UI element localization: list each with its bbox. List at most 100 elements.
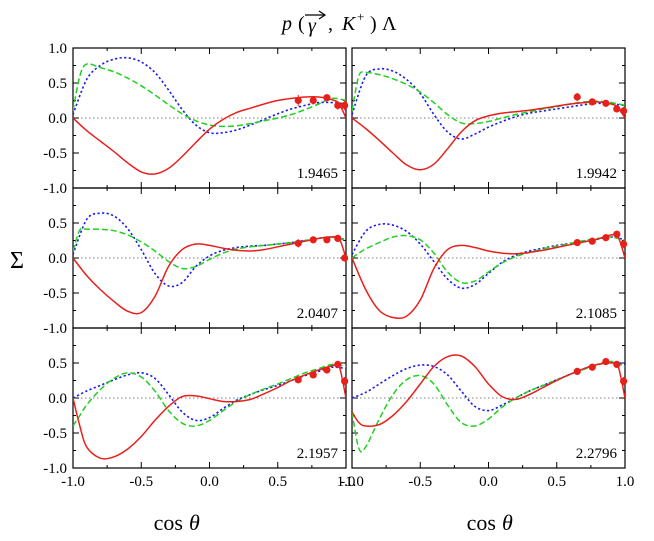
energy-label: 2.0407: [297, 306, 339, 322]
data-point: [613, 360, 621, 368]
x-tick-label: 0.5: [547, 474, 566, 490]
x-axis-label-cos: cos: [467, 510, 496, 535]
data-point: [334, 101, 342, 109]
y-tick-label: 0.5: [48, 356, 67, 372]
energy-label: 2.1957: [297, 446, 339, 462]
data-point: [341, 377, 349, 385]
x-tick-label: 0.0: [479, 474, 498, 490]
data-point: [341, 254, 349, 262]
y-tick-label: 0.5: [48, 76, 67, 92]
data-point: [588, 98, 596, 106]
energy-label: 2.2796: [576, 446, 618, 462]
panel-2.1957: 0.5 0.0 -0.5 -1.0-1.0 -0.5 0.0 0.5 1.0 2.1957: [43, 327, 356, 490]
y-tick-label: 1.0: [48, 41, 67, 57]
x-tick-label: -0.5: [129, 474, 153, 490]
data-point: [602, 234, 610, 242]
data-point: [602, 99, 610, 107]
series-dashed-line: [352, 234, 625, 284]
x-tick-label: -0.5: [408, 474, 432, 490]
panel-2.1085: 2.1085: [351, 187, 628, 329]
x-tick-label: -1.0: [340, 474, 364, 490]
x-tick-label: -1.0: [61, 474, 85, 490]
curves: [73, 363, 346, 460]
y-axis-label: Σ: [10, 248, 24, 274]
curves: [352, 354, 625, 453]
energy-label: 2.1085: [576, 306, 617, 322]
data-point: [334, 234, 342, 242]
curves: [73, 56, 346, 175]
x-tick-label: 0.5: [268, 474, 287, 490]
series-solid-line: [352, 354, 625, 427]
y-tick-label: -0.5: [43, 426, 67, 442]
data-point: [620, 240, 628, 248]
series-dotted-line: [73, 212, 346, 288]
x-axis-label-theta: θ: [189, 510, 200, 535]
y-tick-label: -1.0: [43, 181, 67, 197]
energy-label: 1.9942: [576, 166, 617, 182]
data-point: [309, 96, 317, 105]
panel-1.9942: 1.9942: [351, 47, 628, 189]
title-K: K: [341, 13, 357, 35]
data-point: [588, 363, 596, 371]
title-comma: ,: [328, 13, 333, 35]
data-point: [620, 107, 628, 115]
series-solid-line: [73, 95, 346, 175]
x-axis-label-left: cos θ: [154, 510, 200, 535]
data-point: [341, 101, 349, 109]
data-point: [323, 236, 331, 244]
y-tick-label: -1.0: [43, 461, 67, 477]
data-point: [602, 358, 610, 366]
data-point: [309, 371, 317, 379]
curves: [73, 212, 346, 315]
x-axis-label-cos: cos: [154, 510, 183, 535]
data-point: [573, 367, 581, 375]
panel-1.9465: 1.0 0.5 0.0 -0.5 -1.0 1.9465: [43, 41, 349, 197]
x-tick-label: 1.0: [337, 474, 356, 490]
series-dashed-line: [73, 63, 346, 128]
x-tick-label: 0.0: [200, 474, 219, 490]
y-tick-label: -1.0: [43, 321, 67, 337]
panels-group: 1.00.50.0-0.5-1.01.9465 1.99420.50.0-0.5-…: [43, 41, 634, 490]
title-open-paren: (: [298, 13, 305, 35]
title-K-plus: +: [357, 9, 364, 24]
data-point: [613, 105, 621, 113]
data-point: [573, 93, 581, 101]
title-Lambda: Λ: [382, 13, 397, 35]
x-axis-label-right: cos θ: [467, 510, 513, 535]
y-tick-label: -0.5: [43, 286, 67, 302]
series-dotted-line: [352, 67, 625, 140]
y-tick-label: 0.0: [48, 251, 67, 267]
chart-title: p ( γ , K + ) Λ: [280, 9, 397, 37]
curves: [352, 223, 625, 319]
data-point: [620, 377, 628, 385]
data-point: [294, 96, 302, 105]
x-tick-label: 1.0: [616, 474, 635, 490]
data-point: [573, 239, 581, 247]
title-close-paren: ): [370, 13, 377, 35]
curves: [352, 67, 625, 171]
series-solid-line: [73, 235, 346, 315]
x-axis-label-theta: θ: [502, 510, 513, 535]
series-solid-line: [352, 101, 625, 171]
series-solid-line: [73, 363, 346, 460]
y-tick-label: 0.5: [48, 216, 67, 232]
y-tick-label: 0.0: [48, 391, 67, 407]
data-point: [294, 239, 302, 247]
y-tick-label: -0.5: [43, 146, 67, 162]
data-point: [323, 94, 331, 102]
series-dotted-line: [352, 223, 625, 290]
data-point: [309, 236, 317, 244]
data-point: [294, 376, 302, 384]
data-point: [334, 360, 342, 368]
series-dotted-line: [73, 56, 346, 135]
data-point: [588, 237, 596, 245]
data-point: [613, 230, 621, 238]
energy-label: 1.9465: [297, 166, 338, 182]
panel-2.2796: -1.0 -0.5 0.0 0.5 1.0 2.2796: [340, 327, 635, 490]
title-p: p: [280, 13, 292, 35]
title-polarization-arrow: [305, 10, 327, 20]
title-gamma: γ: [308, 15, 317, 37]
panel-2.0407: 0.5 0.0 -0.5 -1.0 2.0407: [43, 187, 349, 337]
data-point: [323, 366, 331, 374]
